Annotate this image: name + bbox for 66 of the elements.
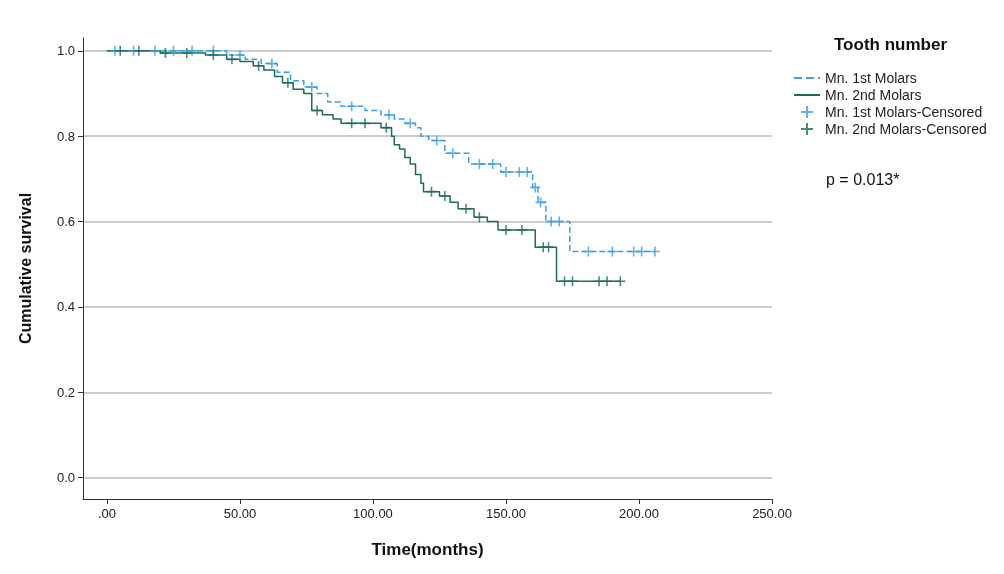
x-tick-label: 150.00	[486, 506, 526, 521]
point	[282, 77, 294, 89]
point	[438, 190, 451, 202]
point	[359, 117, 371, 130]
x-tick-label: .00	[97, 506, 116, 521]
point	[345, 117, 358, 130]
point	[167, 45, 180, 57]
point	[649, 245, 661, 258]
point	[473, 158, 486, 170]
point	[593, 275, 605, 288]
point	[226, 53, 238, 66]
point	[186, 45, 198, 57]
point	[383, 109, 395, 121]
point	[601, 275, 613, 288]
point	[266, 57, 278, 70]
x-tick-label: 100.00	[353, 506, 393, 521]
point	[159, 47, 172, 59]
point	[582, 245, 595, 258]
point	[234, 49, 246, 61]
point	[425, 185, 438, 198]
point	[606, 245, 619, 258]
point	[460, 202, 472, 215]
point	[545, 215, 557, 228]
y-tick-label: 0.0	[56, 470, 75, 486]
point	[380, 121, 393, 134]
x-tick-label: 250.00	[752, 506, 792, 521]
point	[500, 224, 512, 236]
point	[553, 215, 565, 228]
point	[133, 45, 145, 57]
x-axis-title: Time(months)	[371, 540, 484, 559]
point	[114, 45, 127, 57]
point	[404, 117, 417, 130]
y-tick-label: 0.8	[56, 128, 75, 144]
point	[627, 245, 640, 258]
point	[180, 47, 193, 59]
point	[516, 224, 528, 236]
legend-label: Mn. 1st Molars	[825, 70, 917, 86]
point	[207, 49, 220, 61]
point	[635, 245, 648, 258]
point	[614, 275, 627, 288]
point	[305, 81, 318, 93]
y-tick-label: 0.6	[56, 214, 75, 230]
y-tick-label: 1.0	[56, 43, 75, 59]
point	[311, 104, 323, 117]
legend-title: Tooth number	[834, 35, 948, 54]
point	[345, 100, 358, 113]
y-axis-title: Cumulative survival	[16, 192, 34, 345]
point	[566, 275, 579, 288]
point	[529, 181, 542, 194]
legend-label: Mn. 2nd Molars-Censored	[825, 121, 987, 137]
point	[521, 166, 534, 178]
legend-label: Mn. 2nd Molars	[825, 87, 922, 103]
text: p = 0.013*	[826, 170, 900, 188]
point	[473, 211, 486, 224]
point	[542, 241, 555, 253]
point	[446, 147, 459, 160]
point	[500, 166, 512, 178]
point	[431, 134, 443, 147]
point	[486, 158, 499, 170]
y-tick-label: 0.2	[56, 384, 75, 400]
point	[534, 196, 547, 209]
legend-label: Mn. 1st Molars-Censored	[825, 104, 983, 120]
x-tick-label: 200.00	[619, 506, 659, 521]
x-tick-label: 50.00	[223, 506, 257, 521]
y-tick-label: 0.4	[56, 299, 75, 315]
point	[149, 45, 161, 57]
